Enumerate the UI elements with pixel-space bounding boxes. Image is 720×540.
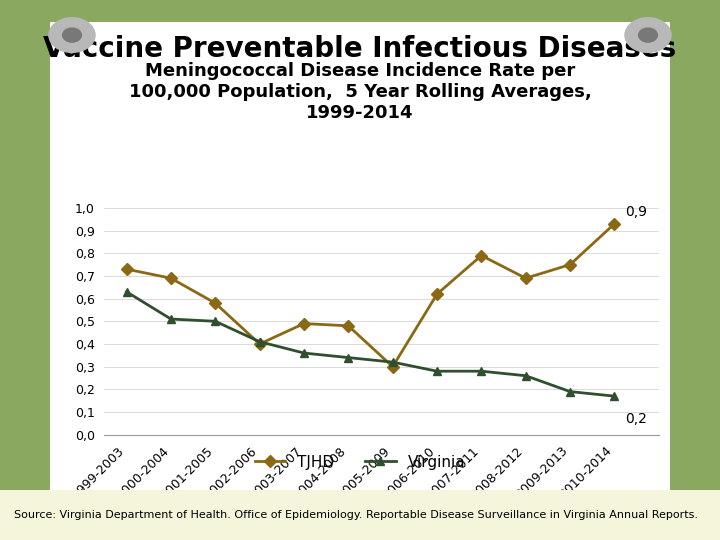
Virginia (610, 393, 618, 400)
Virginia (166, 316, 175, 322)
Line: TJHD: TJHD (122, 220, 618, 371)
Virginia (256, 339, 264, 345)
Virginia (344, 354, 353, 361)
Text: 0,9: 0,9 (626, 205, 647, 219)
TJHD (344, 322, 353, 329)
Virginia (477, 368, 486, 374)
Virginia (521, 373, 530, 379)
TJHD (433, 291, 441, 298)
TJHD (122, 266, 131, 272)
TJHD (477, 252, 486, 259)
TJHD (300, 320, 308, 327)
Virginia (566, 388, 575, 395)
Text: Source: Virginia Department of Health. Office of Epidemiology. Reportable Diseas: Source: Virginia Department of Health. O… (14, 510, 698, 520)
TJHD (610, 220, 618, 227)
Line: Virginia: Virginia (122, 288, 618, 400)
Virginia (211, 318, 220, 325)
Virginia (300, 350, 308, 356)
Text: Meningococcal Disease Incidence Rate per
100,000 Population,  5 Year Rolling Ave: Meningococcal Disease Incidence Rate per… (129, 62, 591, 122)
Virginia (388, 359, 397, 366)
Text: 0,2: 0,2 (626, 412, 647, 426)
TJHD (166, 275, 175, 281)
TJHD (566, 261, 575, 268)
Virginia (433, 368, 441, 374)
Legend: TJHD, Virginia: TJHD, Virginia (248, 448, 472, 476)
Text: Vaccine Preventable Infectious Diseases: Vaccine Preventable Infectious Diseases (43, 35, 677, 63)
TJHD (521, 275, 530, 281)
TJHD (211, 300, 220, 306)
Virginia (122, 288, 131, 295)
TJHD (388, 363, 397, 370)
TJHD (256, 341, 264, 347)
